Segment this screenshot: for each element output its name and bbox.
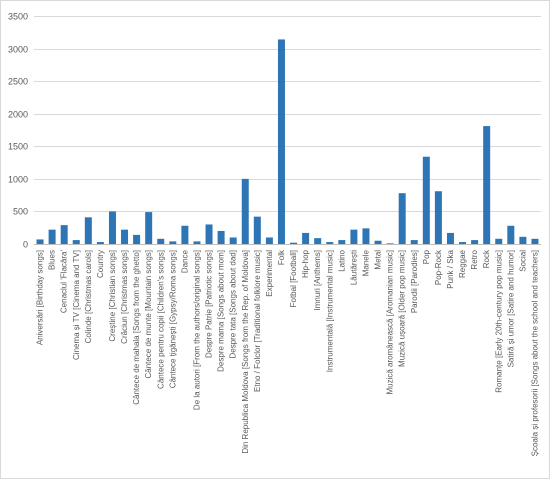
x-tick-label: Lăutărești bbox=[349, 250, 358, 285]
x-tick-label: Imnuri [Anthems] bbox=[313, 250, 322, 310]
x-tick-label: Blues bbox=[48, 250, 57, 270]
bar bbox=[36, 239, 44, 244]
y-tick-label: 500 bbox=[13, 207, 28, 217]
x-tick-label: Colinde [Christmas carols] bbox=[84, 250, 93, 343]
bar bbox=[145, 212, 153, 244]
bar bbox=[434, 191, 442, 244]
x-tick-label: Instrumentală [Instrumental music] bbox=[325, 250, 334, 372]
x-tick-label: Etno / Folclor [Traditional folklore mus… bbox=[253, 250, 262, 392]
x-tick-label: Cinema și TV [Cinema and TV] bbox=[72, 250, 81, 360]
bar bbox=[205, 224, 213, 244]
x-tick-label: Crăciun [Christmas songs] bbox=[120, 250, 129, 344]
bar bbox=[386, 243, 394, 244]
bar bbox=[338, 240, 346, 244]
x-tick-label: Despre Patrie [Patriotic songs] bbox=[205, 250, 214, 358]
bar bbox=[374, 240, 382, 244]
x-tick-label: Romanțe [Early 20th-century pop music] bbox=[494, 250, 503, 393]
x-tick-label: Social bbox=[518, 250, 527, 272]
x-tick-label: Reggae bbox=[458, 249, 467, 278]
x-tick-label: Cenaclul 'Flacăra' bbox=[60, 250, 69, 314]
y-tick-label: 1500 bbox=[8, 142, 28, 152]
bar bbox=[507, 225, 515, 244]
y-tick-label: 3500 bbox=[8, 12, 28, 22]
y-tick-label: 2500 bbox=[8, 77, 28, 87]
x-tick-label: Hip-hop bbox=[301, 249, 310, 278]
x-tick-label: Satiră și umor [Satire and humor] bbox=[506, 250, 515, 367]
bar bbox=[169, 241, 177, 244]
x-tick-label: Cântece de munte [Mountain songs] bbox=[144, 250, 153, 379]
y-tick-label: 3000 bbox=[8, 45, 28, 55]
bar bbox=[60, 225, 68, 244]
x-tick-label: Muzică ușoară [Older pop music] bbox=[398, 250, 407, 367]
x-tick-label: Parodii [Parodies] bbox=[410, 250, 419, 313]
bar bbox=[519, 236, 527, 244]
bar bbox=[193, 241, 201, 244]
bar bbox=[108, 211, 116, 244]
y-tick-label: 0 bbox=[23, 240, 28, 250]
bar bbox=[133, 234, 141, 244]
x-tick-label: Metal bbox=[374, 250, 383, 270]
x-tick-label: Latino bbox=[337, 249, 346, 271]
bar bbox=[241, 178, 249, 244]
x-tick-label: Despre mama [Songs about mom] bbox=[217, 250, 226, 372]
x-tick-label: Manele bbox=[361, 249, 370, 276]
x-tick-label: Rock bbox=[482, 249, 491, 268]
bar bbox=[217, 230, 225, 244]
bar bbox=[362, 228, 370, 244]
x-tick-label: Cântece țigănești [Gypsy/Roma songs] bbox=[168, 250, 177, 388]
bar bbox=[398, 193, 406, 244]
x-tick-label: Cântece de mahala [Songs from the ghetto… bbox=[132, 250, 141, 405]
bar bbox=[471, 240, 479, 244]
gridlines bbox=[34, 16, 541, 212]
x-tick-label: Pop-Rock bbox=[434, 249, 443, 285]
y-tick-label: 2000 bbox=[8, 110, 28, 120]
bar bbox=[157, 238, 165, 244]
bar bbox=[495, 238, 503, 244]
bar bbox=[326, 242, 334, 244]
x-axis-labels: Aniversări [Birthday songs] Blues Cenaclul… bbox=[36, 249, 540, 456]
y-axis-ticks: 0 500 1000 1500 2000 2500 3000 3500 bbox=[8, 12, 28, 250]
x-tick-label: Pop bbox=[422, 249, 431, 264]
bar bbox=[422, 156, 430, 244]
x-tick-label: Experimental bbox=[265, 250, 274, 297]
bar bbox=[96, 242, 104, 244]
bar bbox=[350, 229, 358, 244]
bar bbox=[446, 232, 454, 244]
bar bbox=[459, 242, 467, 244]
x-tick-label: Despre tata [Songs about dad] bbox=[229, 250, 238, 359]
x-tick-label: Country bbox=[96, 250, 105, 278]
bar bbox=[121, 229, 129, 244]
bar bbox=[483, 126, 491, 244]
x-tick-label: Folk bbox=[277, 249, 286, 265]
bar bbox=[410, 240, 418, 244]
bar bbox=[48, 229, 56, 244]
x-tick-label: Creștine [Christian songs] bbox=[108, 250, 117, 342]
y-tick-label: 1000 bbox=[8, 175, 28, 185]
x-tick-label: Din Republica Moldova [Songs from the Re… bbox=[241, 250, 250, 454]
bar bbox=[84, 217, 92, 244]
x-tick-label: Școala și profesorii [Songs about the sc… bbox=[530, 250, 539, 456]
x-tick-label: Cântece pentru copii [Children's songs] bbox=[156, 250, 165, 389]
bar bbox=[302, 232, 310, 244]
bar bbox=[72, 240, 80, 244]
x-tick-label: De la autori [From the authors/original … bbox=[192, 250, 201, 410]
x-tick-label: Dance bbox=[180, 249, 189, 273]
bar bbox=[253, 216, 261, 244]
x-tick-label: Muzică aromânească [Aromanian music] bbox=[386, 250, 395, 395]
x-tick-label: Fotbal [Football] bbox=[289, 250, 298, 307]
bar bbox=[265, 237, 273, 244]
x-tick-label: Aniversări [Birthday songs] bbox=[36, 250, 45, 345]
bar bbox=[314, 238, 322, 244]
bar bbox=[290, 242, 298, 244]
bar bbox=[229, 237, 237, 244]
bar bbox=[531, 238, 539, 244]
x-tick-label: Retro bbox=[470, 249, 479, 269]
bar bbox=[277, 39, 285, 244]
x-tick-label: Punk / Ska bbox=[446, 249, 455, 288]
bars bbox=[36, 39, 539, 244]
bar bbox=[181, 225, 189, 244]
